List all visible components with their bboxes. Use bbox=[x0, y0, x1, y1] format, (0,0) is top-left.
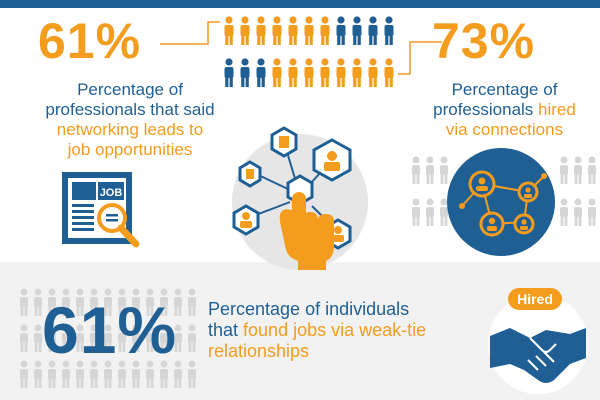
caption-weak-tie-line3: relationships bbox=[208, 341, 310, 361]
caption-networking: Percentage of professionals that said ne… bbox=[30, 80, 230, 160]
caption-weak-tie: Percentage of individuals that found job… bbox=[208, 299, 468, 362]
caption-weak-tie-line2-plain: that bbox=[208, 320, 244, 340]
hexagon-node bbox=[238, 160, 262, 188]
newspaper-job-icon: JOB bbox=[62, 172, 140, 248]
hexagon-node bbox=[270, 126, 298, 158]
pointing-hand-icon bbox=[279, 192, 334, 270]
caption-connections-line2-plain: professionals bbox=[433, 100, 539, 119]
network-person-node bbox=[468, 170, 496, 198]
stat-connections-value: 73% bbox=[432, 13, 536, 69]
hired-label: Hired bbox=[517, 291, 553, 307]
job-label: JOB bbox=[100, 187, 123, 199]
caption-connections: Percentage of professionals hired via co… bbox=[412, 80, 597, 140]
caption-networking-line3: networking leads to bbox=[56, 120, 204, 139]
network-person-node bbox=[517, 181, 539, 203]
caption-weak-tie-line1: Percentage of individuals bbox=[208, 299, 410, 319]
handshake-icon: Hired bbox=[488, 288, 588, 394]
hexagon-network-icon bbox=[232, 126, 368, 270]
stat-networking-value: 61% bbox=[38, 13, 142, 69]
caption-networking-line1: Percentage of bbox=[77, 80, 183, 99]
hexagon-node bbox=[232, 204, 260, 236]
network-person-node bbox=[479, 211, 505, 237]
top-color-bar bbox=[0, 0, 600, 8]
hexagon-node bbox=[312, 138, 352, 182]
caption-weak-tie-line2-highlight: found jobs via weak-tie bbox=[243, 320, 427, 340]
caption-connections-line2: professionals hired bbox=[412, 100, 597, 120]
stat-weak-tie-value: 61% bbox=[42, 293, 178, 367]
people-row-icon bbox=[224, 16, 394, 87]
caption-connections-line1: Percentage of bbox=[451, 80, 558, 99]
caption-networking-line4: job opportunities bbox=[67, 140, 193, 159]
caption-connections-line3: via connections bbox=[445, 120, 564, 139]
connector-line-left bbox=[160, 21, 220, 45]
caption-connections-line2-highlight: hired bbox=[538, 100, 576, 119]
connector-line-right bbox=[398, 41, 442, 75]
connections-network-icon bbox=[447, 148, 555, 256]
caption-networking-line2: professionals that said bbox=[45, 100, 215, 119]
caption-weak-tie-line2: that found jobs via weak-tie bbox=[208, 320, 468, 341]
network-person-node bbox=[513, 213, 535, 235]
